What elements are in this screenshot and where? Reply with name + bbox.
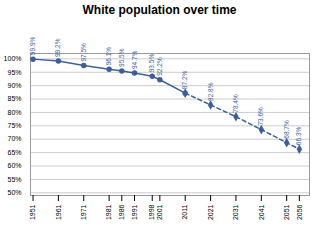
svg-text:55%: 55%: [7, 176, 21, 183]
svg-text:60%: 60%: [7, 162, 21, 169]
svg-text:68.7%: 68.7%: [283, 120, 290, 139]
svg-text:100%: 100%: [4, 55, 22, 62]
svg-text:2051: 2051: [283, 204, 290, 220]
svg-text:94.7%: 94.7%: [131, 50, 138, 69]
svg-text:1951: 1951: [29, 204, 36, 220]
svg-text:2001: 2001: [156, 204, 163, 220]
svg-text:2056: 2056: [296, 204, 303, 220]
svg-text:1981: 1981: [105, 204, 112, 220]
svg-text:2031: 2031: [232, 204, 239, 220]
svg-text:50%: 50%: [7, 189, 21, 196]
svg-text:2041: 2041: [258, 204, 265, 220]
svg-text:1991: 1991: [131, 204, 138, 220]
svg-text:93.5%: 93.5%: [148, 54, 155, 73]
svg-text:2021: 2021: [207, 204, 214, 220]
svg-text:1961: 1961: [55, 204, 62, 220]
svg-text:78.4%: 78.4%: [232, 94, 239, 113]
svg-text:99.9%: 99.9%: [29, 36, 36, 55]
svg-text:75%: 75%: [7, 122, 21, 129]
svg-text:2011: 2011: [181, 204, 188, 219]
svg-text:70%: 70%: [7, 135, 21, 142]
svg-text:97.5%: 97.5%: [80, 43, 87, 62]
svg-text:87.2%: 87.2%: [181, 71, 188, 90]
svg-text:82.8%: 82.8%: [207, 82, 214, 101]
svg-text:92.2%: 92.2%: [156, 57, 163, 76]
svg-text:99.2%: 99.2%: [54, 38, 61, 57]
svg-text:85%: 85%: [7, 95, 21, 102]
svg-text:1971: 1971: [80, 204, 87, 220]
svg-text:1986: 1986: [118, 204, 125, 220]
svg-text:65%: 65%: [7, 149, 21, 156]
svg-text:66.3%: 66.3%: [295, 126, 302, 145]
svg-text:73.6%: 73.6%: [257, 107, 264, 126]
html-text:White population over time: White population over time: [82, 3, 237, 17]
svg-text:90%: 90%: [7, 82, 21, 89]
svg-text:80%: 80%: [7, 109, 21, 116]
svg-text:1998: 1998: [148, 204, 155, 220]
svg-text:95.5%: 95.5%: [118, 48, 125, 67]
svg-text:95%: 95%: [7, 68, 21, 75]
svg-text:96.1%: 96.1%: [105, 47, 112, 66]
